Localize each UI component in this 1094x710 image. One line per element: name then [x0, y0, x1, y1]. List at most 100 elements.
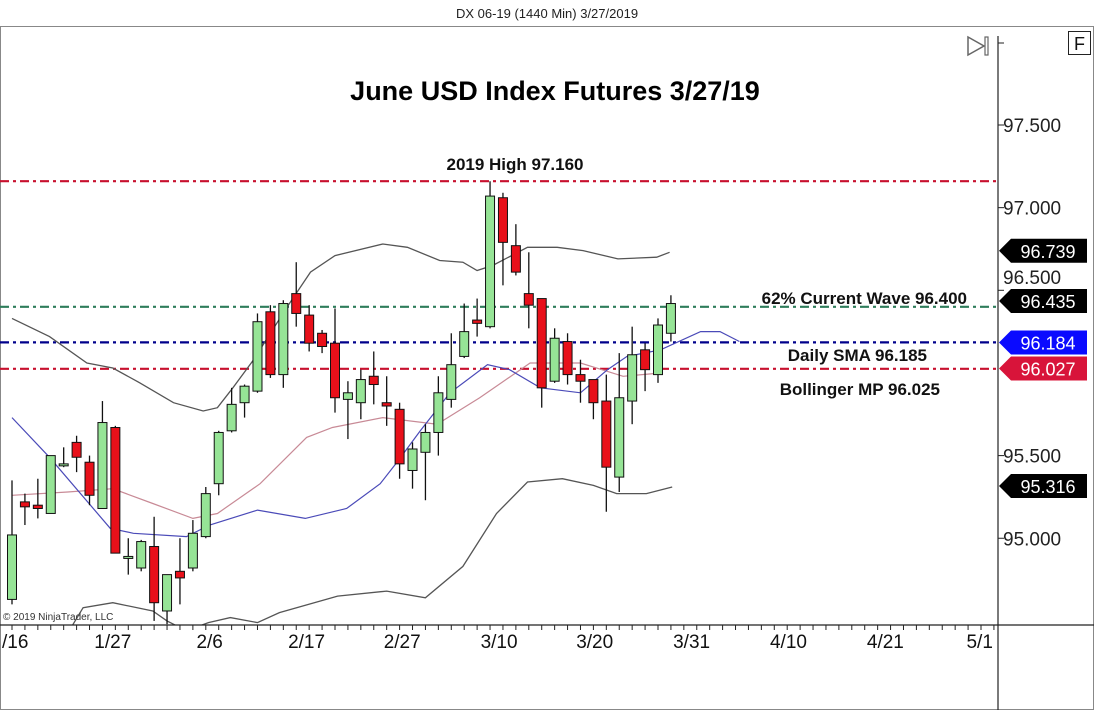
candle-body-down — [304, 314, 315, 344]
candle[interactable] — [394, 402, 405, 479]
y-tick-label: 97.500 — [1003, 116, 1061, 137]
price-marker: 96.027 — [999, 356, 1087, 381]
candle[interactable] — [265, 305, 276, 378]
candle[interactable] — [653, 318, 663, 383]
candle[interactable] — [407, 442, 418, 489]
candle[interactable] — [239, 384, 250, 418]
candle-body-up — [614, 397, 625, 478]
bollinger-upper-line — [11, 243, 670, 412]
candle[interactable] — [304, 305, 315, 352]
candle-body-up — [355, 379, 366, 404]
candle[interactable] — [226, 387, 237, 433]
candle-body-up — [627, 354, 638, 402]
candle[interactable] — [665, 295, 676, 342]
candle[interactable] — [123, 538, 134, 575]
candle-body-down — [640, 349, 651, 371]
x-tick-label: 2/6 — [196, 632, 222, 653]
window-title: DX 06-19 (1440 Min) 3/27/2019 — [456, 6, 638, 21]
candle[interactable] — [71, 435, 82, 473]
candle-body-up — [200, 493, 211, 538]
candle[interactable] — [368, 351, 379, 405]
candle[interactable] — [187, 520, 198, 572]
candle[interactable] — [575, 359, 586, 403]
candle[interactable] — [420, 424, 431, 501]
candle[interactable] — [562, 333, 573, 385]
candle-body-down — [32, 504, 43, 509]
plot-area[interactable]: 2019 High 97.160 62% Current Wave 96.400 D… — [0, 36, 1094, 710]
skip-to-end-icon[interactable] — [967, 35, 989, 57]
candle[interactable] — [355, 369, 366, 420]
candle[interactable] — [162, 574, 173, 625]
candle-body-up — [459, 331, 470, 357]
x-tick-label: 3/20 — [576, 632, 613, 653]
x-tick-label: 3/10 — [481, 632, 518, 653]
f-button[interactable]: F — [1068, 31, 1091, 55]
candle[interactable] — [291, 262, 302, 327]
candle[interactable] — [459, 303, 470, 359]
candle-body-down — [71, 441, 82, 458]
candle[interactable] — [342, 381, 353, 440]
candle[interactable] — [84, 455, 95, 506]
candle-body-down — [149, 546, 160, 604]
candle-body-down — [19, 501, 30, 508]
y-tick-label: 97.000 — [1003, 199, 1061, 220]
price-marker-label: 96.027 — [1020, 359, 1075, 379]
price-marker-tag — [999, 330, 1087, 355]
level-annotation: Bollinger MP 96.025 — [780, 380, 940, 399]
candle[interactable] — [330, 308, 340, 413]
candle[interactable] — [433, 376, 444, 456]
candle[interactable] — [97, 401, 108, 509]
candle-body-up — [187, 532, 198, 569]
candle[interactable] — [601, 374, 612, 512]
candle[interactable] — [536, 298, 547, 408]
candle[interactable] — [446, 333, 457, 408]
candle[interactable] — [278, 300, 289, 388]
candle[interactable] — [510, 224, 521, 276]
candle[interactable] — [7, 480, 17, 605]
candle-body-up — [549, 337, 560, 382]
candle[interactable] — [213, 430, 224, 496]
candle[interactable] — [497, 192, 508, 286]
candle[interactable] — [45, 455, 56, 514]
candle-body-down — [575, 374, 586, 382]
candle-body-up — [123, 555, 134, 559]
candle[interactable] — [640, 343, 651, 392]
candle[interactable] — [149, 516, 160, 621]
candle[interactable] — [472, 298, 483, 337]
candle-body-up — [485, 195, 496, 328]
candle[interactable] — [174, 538, 185, 605]
price-marker: 96.184 — [999, 330, 1087, 355]
candle-body-down — [291, 293, 302, 314]
candle[interactable] — [317, 329, 328, 354]
candle[interactable] — [627, 326, 638, 425]
candle[interactable] — [136, 539, 147, 572]
candle[interactable] — [381, 376, 392, 426]
candle-body-up — [278, 303, 289, 376]
plot-content — [0, 180, 998, 625]
candle-body-up — [7, 534, 17, 600]
candle[interactable] — [19, 493, 30, 526]
candle-body-up — [653, 324, 663, 376]
candle-body-up — [407, 448, 418, 471]
price-marker: 95.316 — [999, 474, 1087, 499]
candle[interactable] — [252, 313, 263, 393]
candle-body-up — [97, 422, 108, 509]
candle-body-up — [446, 364, 457, 400]
candle-body-down — [523, 293, 534, 306]
candle[interactable] — [200, 487, 211, 539]
candle-body-up — [136, 541, 147, 569]
x-tick-label: 2/17 — [288, 632, 325, 653]
candle[interactable] — [549, 328, 560, 383]
candle[interactable] — [485, 181, 496, 329]
f-button-label: F — [1074, 34, 1085, 54]
candle[interactable] — [58, 447, 69, 468]
candle[interactable] — [588, 379, 599, 420]
candle[interactable] — [110, 425, 121, 554]
level-annotation: 62% Current Wave 96.400 — [762, 289, 967, 308]
candle-body-up — [45, 455, 56, 514]
candle[interactable] — [32, 478, 43, 519]
candle[interactable] — [614, 353, 625, 492]
x-tick-label: 2/27 — [384, 632, 421, 653]
candle[interactable] — [523, 252, 534, 329]
